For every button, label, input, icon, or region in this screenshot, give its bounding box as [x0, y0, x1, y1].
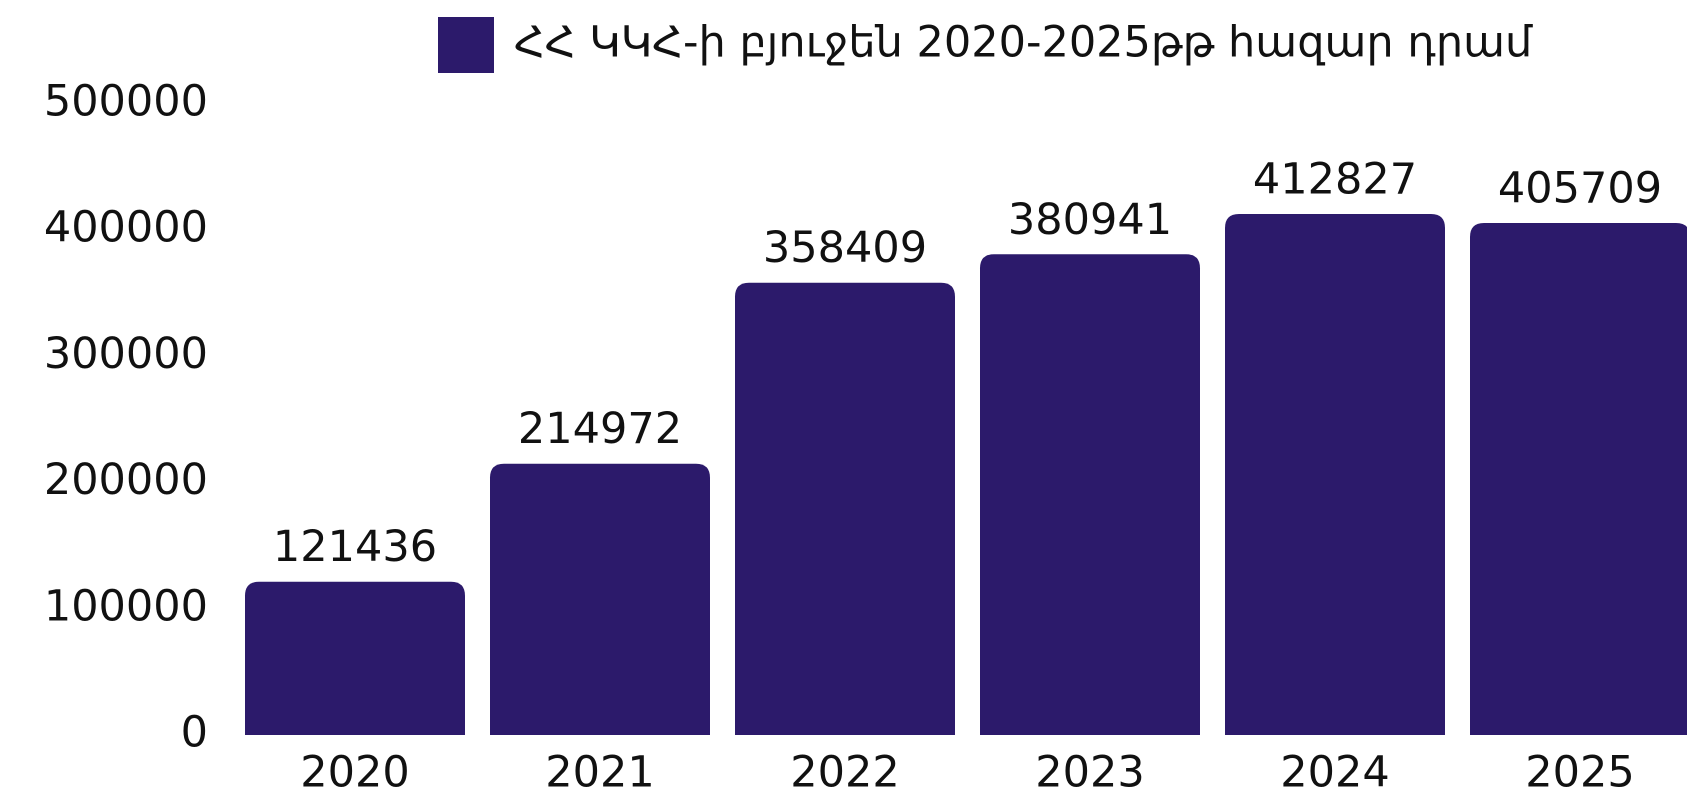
bar — [490, 463, 710, 735]
bar — [980, 254, 1200, 736]
x-tick-label: 2021 — [545, 748, 654, 798]
data-label: 405709 — [1498, 163, 1662, 213]
legend-label: ՀՀ ԿԿՀ-ի բյուջեն 2020-2025թթ հազար դրամ — [514, 18, 1533, 68]
y-tick-label: 200000 — [44, 455, 208, 505]
x-tick-label: 2020 — [300, 748, 409, 798]
y-tick-label: 400000 — [44, 203, 208, 253]
bar — [735, 282, 955, 735]
data-label: 380941 — [1008, 195, 1172, 245]
y-tick-label: 0 — [181, 708, 208, 758]
bar — [1470, 222, 1687, 735]
data-label: 121436 — [273, 522, 437, 572]
data-label: 214972 — [518, 404, 682, 454]
bar — [245, 581, 465, 735]
y-tick-label: 500000 — [44, 77, 208, 127]
x-tick-label: 2025 — [1525, 748, 1634, 798]
data-label: 358409 — [763, 223, 927, 273]
y-tick-label: 100000 — [44, 581, 208, 631]
data-label: 412827 — [1253, 155, 1417, 205]
legend-swatch — [438, 17, 494, 73]
x-tick-label: 2024 — [1280, 748, 1389, 798]
y-tick-label: 300000 — [44, 329, 208, 379]
x-tick-label: 2023 — [1035, 748, 1144, 798]
bar — [1225, 214, 1445, 735]
x-tick-label: 2022 — [790, 748, 899, 798]
